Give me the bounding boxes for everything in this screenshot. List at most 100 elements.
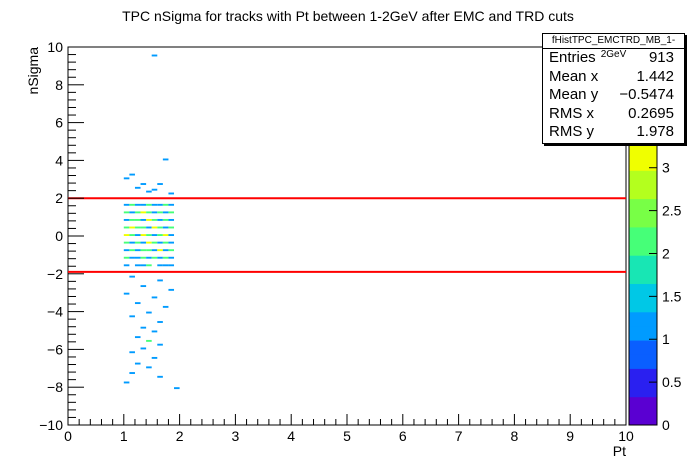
heatmap-cell (157, 211, 163, 214)
stats-label: RMS x (549, 104, 594, 122)
heatmap-cell (123, 264, 130, 267)
heatmap-cell (140, 234, 147, 236)
y-tick-label: −6 (47, 341, 63, 357)
palette-band (629, 340, 657, 355)
x-tick-label: 9 (566, 428, 574, 444)
z-tick-label: 1.5 (662, 288, 682, 304)
heatmap-cell (162, 249, 169, 252)
heatmap-cell (140, 183, 147, 185)
stats-row: Mean y −0.5474 (543, 86, 684, 105)
heatmap-cell (151, 188, 158, 191)
chart-title: TPC nSigma for tracks with Pt between 1-… (122, 8, 574, 24)
heatmap-cell (123, 177, 130, 180)
heatmap-cell (168, 226, 175, 229)
x-tick-label: 8 (511, 428, 519, 444)
heatmap-cell (157, 264, 163, 267)
palette-band (629, 170, 657, 185)
heatmap-cell (157, 321, 163, 323)
heatmap-cell (140, 249, 147, 252)
heatmap-cell (123, 292, 130, 295)
heatmap-cell (151, 54, 158, 57)
heatmap-cell (129, 226, 135, 229)
heatmap-cell (157, 375, 163, 378)
stats-histogram-name: fHistTPC_EMCTRD_MB_1-2GeV (543, 34, 684, 60)
heatmap-cell (157, 241, 163, 244)
heatmap-cell (140, 285, 147, 288)
heatmap-cell (151, 211, 158, 214)
heatmap-cell (157, 279, 163, 282)
stats-value: 1.442 (636, 67, 674, 85)
heatmap-cell (151, 249, 158, 252)
heatmap-cell (146, 339, 152, 342)
palette-band (629, 410, 657, 426)
heatmap-cell (140, 256, 147, 259)
heatmap-cell (146, 241, 152, 244)
stats-label: Mean x (549, 67, 599, 85)
palette-band (629, 212, 657, 228)
palette-band (629, 198, 657, 214)
heatmap-cell (168, 203, 175, 206)
heatmap-cell (168, 241, 175, 244)
heatmap-cell (151, 330, 158, 333)
y-tick-label: 10 (47, 39, 63, 55)
heatmap-cell (134, 264, 141, 267)
y-tick-label: −10 (39, 417, 63, 433)
y-tick-label: 8 (55, 77, 63, 93)
heatmap-cell (157, 183, 163, 185)
heatmap-cell (151, 218, 158, 221)
palette-band (629, 241, 657, 256)
heatmap-cell (162, 203, 169, 206)
stats-row: RMS y 1.978 (543, 123, 684, 142)
heatmap-cell (123, 234, 130, 236)
heatmap-cell (162, 234, 169, 236)
heatmap-cell (140, 241, 147, 244)
palette-band (629, 255, 657, 270)
palette-band (629, 396, 657, 412)
heatmap-cell (146, 203, 152, 206)
heatmap-cell (129, 234, 135, 236)
heatmap-cell (162, 211, 169, 214)
heatmap-cell (151, 356, 158, 359)
heatmap-cell (157, 343, 163, 346)
heatmap-cell (162, 226, 169, 229)
x-axis: 0 1 2 3 4 5 6 7 8 9 10 (64, 414, 634, 444)
palette-band (629, 311, 657, 327)
x-tick-label: 0 (64, 428, 72, 444)
heatmap-cell (134, 336, 141, 339)
heatmap-cell (140, 264, 147, 267)
heatmap-cell (146, 190, 152, 193)
stats-row: Entries 913 (543, 49, 684, 68)
x-tick-label: 4 (287, 428, 295, 444)
heatmap-cell (168, 288, 175, 291)
heatmap-cell (151, 203, 158, 206)
stats-label: RMS y (549, 123, 594, 140)
y-tick-label: 6 (55, 115, 63, 131)
heatmap-cell (140, 326, 147, 329)
z-tick-label: 2.5 (662, 203, 682, 219)
heatmap-cell (134, 186, 141, 189)
heatmap-cell (168, 234, 175, 236)
heatmap-cell (151, 256, 158, 259)
heatmap-cell (146, 218, 152, 221)
heatmap-cell (151, 234, 158, 236)
heatmap-cell (168, 218, 175, 221)
heatmap-cell (129, 211, 135, 214)
stats-value: −0.5474 (619, 86, 674, 103)
heatmap-cell (134, 226, 141, 229)
heatmap-cell (162, 305, 169, 308)
palette-band (629, 283, 657, 299)
heatmap-cell (157, 218, 163, 221)
heatmap-cell (157, 256, 163, 259)
stats-row: RMS x 0.2695 (543, 105, 684, 124)
stats-value: 1.978 (636, 123, 674, 140)
heatmap-cell (162, 158, 169, 161)
z-tick-label: 1 (662, 331, 670, 347)
heatmap-cell (129, 203, 135, 206)
z-tick-label: 0.5 (662, 374, 682, 390)
heatmap-cell (168, 249, 175, 252)
heatmap-cell (146, 264, 152, 267)
heatmap-cell (134, 218, 141, 221)
x-tick-label: 6 (399, 428, 407, 444)
cut-lines (68, 197, 626, 273)
